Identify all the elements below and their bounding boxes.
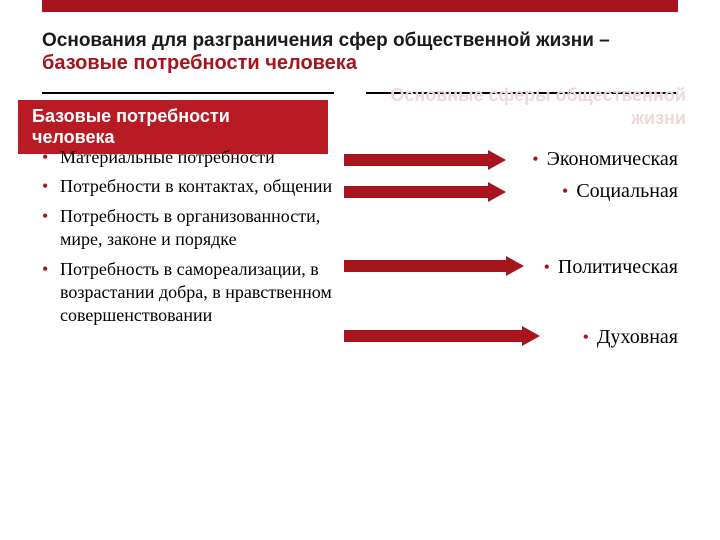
needs-list: Материальные потребности Потребности в ко… bbox=[42, 146, 342, 328]
bullet-icon: • bbox=[583, 327, 589, 347]
spheres-item: • Экономическая bbox=[532, 146, 678, 172]
spheres-item: • Духовная bbox=[583, 324, 678, 350]
top-accent-bar bbox=[42, 0, 678, 12]
arrow-icon bbox=[344, 256, 524, 276]
slide-title: Основания для разграничения сфер обществ… bbox=[42, 30, 678, 75]
spheres-item: • Политическая bbox=[544, 254, 678, 280]
spheres-item-label: Политическая bbox=[558, 256, 678, 278]
arrow-icon bbox=[344, 182, 506, 202]
needs-item: Материальные потребности bbox=[42, 146, 342, 169]
needs-item: Потребности в контактах, общении bbox=[42, 175, 342, 198]
left-header-rule bbox=[42, 92, 334, 94]
spheres-item: • Социальная bbox=[562, 178, 678, 204]
spheres-item-label: Экономическая bbox=[547, 148, 678, 170]
spheres-item-label: Социальная bbox=[576, 180, 678, 202]
spheres-item-label: Духовная bbox=[597, 326, 678, 348]
bullet-icon: • bbox=[544, 257, 550, 277]
bullet-icon: • bbox=[562, 181, 568, 201]
title-line-2: базовые потребности человека bbox=[42, 52, 678, 75]
arrow-icon bbox=[344, 326, 540, 346]
right-column-header: Основные сферы общественной жизни bbox=[368, 84, 686, 129]
needs-item: Потребность в самореализации, в возраста… bbox=[42, 258, 342, 328]
needs-item: Потребность в организованности, мире, за… bbox=[42, 205, 342, 252]
left-column: Материальные потребности Потребности в ко… bbox=[42, 146, 342, 334]
arrow-icon bbox=[344, 150, 506, 170]
bullet-icon: • bbox=[532, 149, 538, 169]
title-line-1: Основания для разграничения сфер обществ… bbox=[42, 30, 678, 52]
